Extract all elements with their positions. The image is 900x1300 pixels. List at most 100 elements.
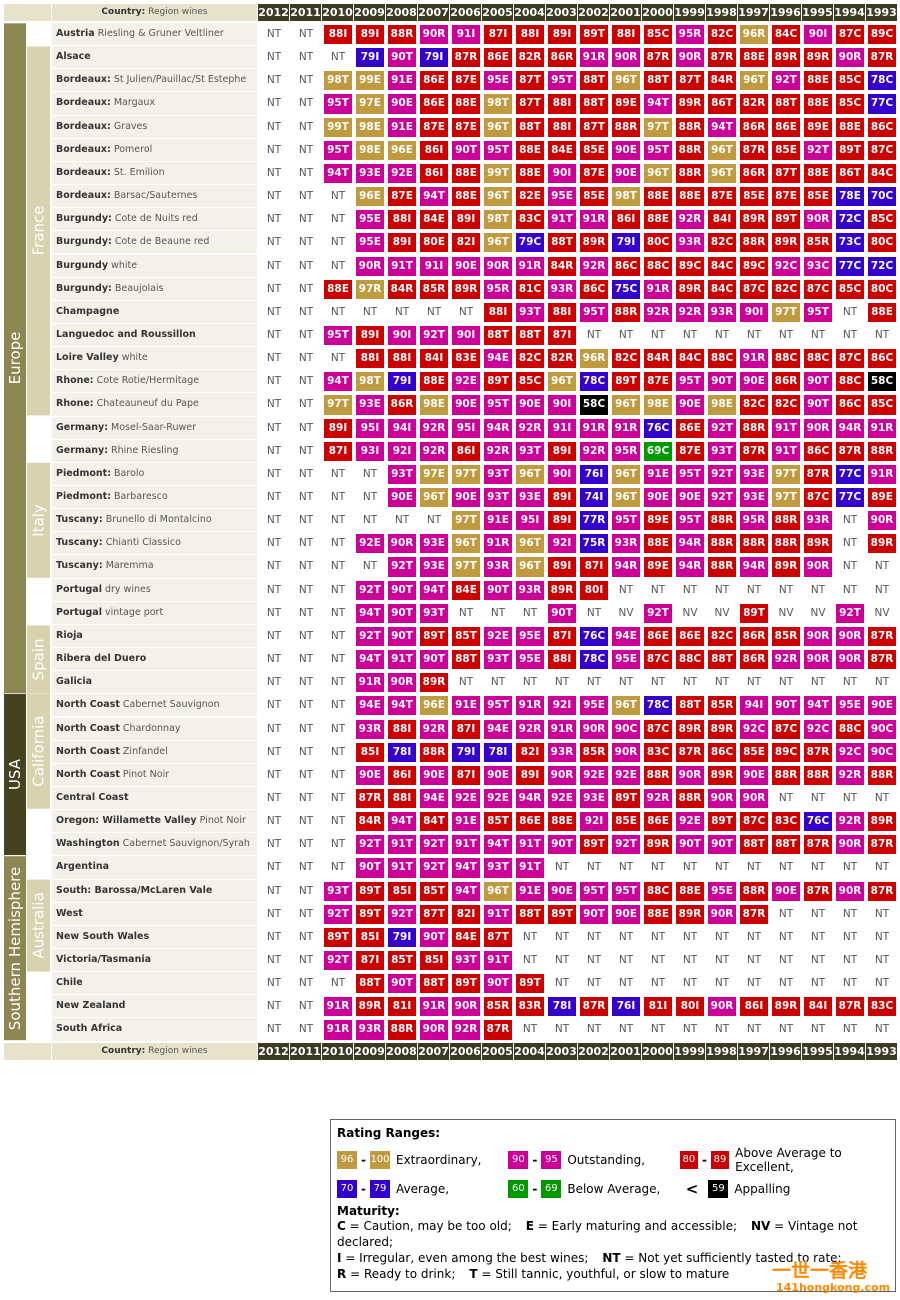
- rating: 87R: [740, 441, 768, 461]
- rating: 92R: [420, 719, 448, 739]
- rating: 88I: [548, 117, 576, 137]
- rating-cell: 92I: [386, 440, 418, 463]
- rating-cell: 87R: [450, 46, 482, 69]
- rating: 96T: [452, 534, 480, 554]
- rating: 87R: [644, 48, 672, 68]
- rating-cell: 88R: [770, 509, 802, 532]
- rating-cell: 90T: [386, 972, 418, 995]
- rating-cell: 95T: [802, 301, 834, 324]
- rating: 90I: [740, 302, 768, 322]
- rating: 89I: [548, 25, 576, 45]
- rating-cell: 93E: [354, 393, 386, 416]
- rating-cell: NT: [322, 787, 354, 810]
- rating-cell: 95R: [610, 440, 642, 463]
- rating: 85I: [388, 881, 416, 901]
- rating-cell: NT: [258, 255, 290, 278]
- rating: 88E: [644, 210, 672, 230]
- rating-cell: 88R: [866, 764, 898, 787]
- rating-cell: NT: [834, 926, 866, 949]
- rating-cell: 96R: [738, 23, 770, 46]
- rating-none: NT: [746, 861, 762, 874]
- rating: 88R: [676, 788, 704, 809]
- rating-cell: 75C: [610, 278, 642, 301]
- rating-cell: 93R: [610, 532, 642, 555]
- rating-none: NT: [362, 305, 378, 318]
- rating: 83R: [516, 997, 544, 1017]
- rating-cell: 90R: [450, 995, 482, 1018]
- rating: 87C: [740, 812, 768, 832]
- rating-cell: 90E: [386, 92, 418, 115]
- rating: 88I: [324, 25, 352, 45]
- rating-cell: NT: [290, 1018, 322, 1041]
- rating: 90E: [612, 904, 640, 924]
- rating: 92T: [420, 858, 448, 878]
- rating-none: NT: [330, 305, 346, 318]
- rating-none: NT: [298, 213, 314, 226]
- rating: 93R: [484, 557, 512, 577]
- rating-cell: 87T: [418, 903, 450, 926]
- rating-cell: 93R: [546, 741, 578, 764]
- rating-cell: 88R: [642, 764, 674, 787]
- rating-none: NT: [266, 699, 282, 712]
- rating-cell: 89T: [770, 208, 802, 231]
- rating-none: NT: [266, 907, 282, 920]
- rating: 94T: [644, 94, 672, 114]
- rating-cell: 85C: [866, 208, 898, 231]
- rating-none: NT: [298, 629, 314, 642]
- rating-cell: 87R: [578, 995, 610, 1018]
- rating: 91T: [388, 858, 416, 878]
- rating-cell: 97R: [354, 278, 386, 301]
- rating: 84E: [452, 927, 480, 947]
- rating-none: NT: [810, 583, 826, 596]
- rating: 95E: [484, 71, 512, 91]
- rating: 87R: [804, 835, 832, 855]
- rating: 90E: [676, 488, 704, 508]
- rating-cell: NT: [834, 787, 866, 810]
- rating-cell: 87C: [834, 23, 866, 46]
- rating-none: NT: [426, 305, 442, 318]
- rating-cell: 88R: [770, 532, 802, 555]
- rating-none: NT: [266, 491, 282, 503]
- rating: 94E: [612, 626, 640, 647]
- rating-cell: NT: [258, 231, 290, 254]
- region-name: Bordeaux: St. Emilion: [52, 161, 257, 186]
- separator: -: [361, 1153, 366, 1167]
- rating-cell: 90R: [482, 255, 514, 278]
- rating: 97E: [356, 94, 384, 114]
- rating-none: NT: [554, 954, 570, 966]
- rating: 95T: [612, 511, 640, 531]
- rating-cell: NT: [322, 671, 354, 694]
- rating-none: NT: [554, 861, 570, 874]
- rating-cell: 90E: [770, 880, 802, 903]
- maturity-item: R = Ready to drink;: [337, 1267, 455, 1281]
- rating: 96T: [612, 696, 640, 716]
- rating: 89T: [420, 626, 448, 647]
- rating: 82R: [740, 94, 768, 114]
- rating: 90T: [548, 603, 576, 623]
- rating: 89R: [740, 210, 768, 230]
- rating-cell: 91E: [642, 463, 674, 486]
- rating: 93T: [484, 488, 512, 508]
- rating-none: NT: [682, 1023, 698, 1036]
- rating: 90I: [452, 325, 480, 346]
- rating-cell: 92R: [578, 255, 610, 278]
- rating-cell: 98E: [354, 139, 386, 162]
- rating: 84R: [548, 256, 576, 276]
- rating: 91T: [388, 256, 416, 276]
- rating-cell: 88T: [578, 92, 610, 115]
- rating-cell: 96E: [354, 185, 386, 208]
- rating-cell: 90R: [706, 903, 738, 926]
- rating-cell: 95T: [578, 880, 610, 903]
- rating: 91I: [452, 25, 480, 45]
- rating-cell: 86E: [770, 116, 802, 139]
- rating-cell: 90E: [610, 139, 642, 162]
- rating-cell: 88T: [706, 648, 738, 671]
- rating: 86E: [644, 812, 672, 832]
- rating-cell: 90C: [866, 741, 898, 764]
- rating-cell: 90E: [610, 903, 642, 926]
- rating-cell: 89I: [354, 324, 386, 347]
- rating-none: NT: [426, 514, 442, 527]
- rating-cell: 90I: [546, 463, 578, 486]
- rating: 95I: [516, 511, 544, 531]
- region-name: Burgundy white: [52, 254, 257, 278]
